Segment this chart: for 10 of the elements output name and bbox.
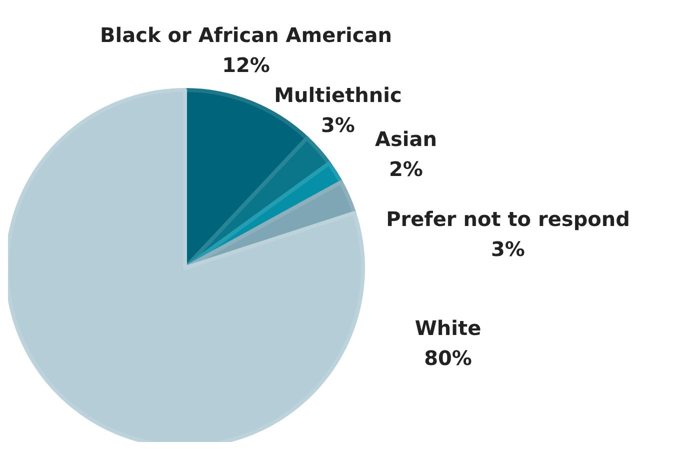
data-label: 3% — [491, 237, 525, 261]
slice-label: Prefer not to respond — [386, 207, 630, 231]
slice-label: Asian — [375, 127, 437, 151]
slice-label: White — [414, 316, 482, 340]
data-label: 3% — [321, 113, 355, 137]
slice-label: Black or African American — [100, 23, 392, 47]
data-label: 2% — [389, 157, 423, 181]
data-label: 12% — [222, 53, 270, 77]
slice-label: Multiethnic — [274, 83, 402, 107]
data-label: 80% — [424, 346, 472, 370]
